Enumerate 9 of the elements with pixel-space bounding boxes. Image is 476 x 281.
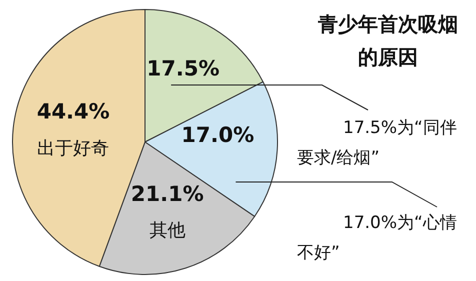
- text: 17.0%为“心情不好”: [297, 212, 458, 265]
- slice-label: 出于好奇: [37, 138, 110, 159]
- data-label: 44.4%: [36, 100, 110, 124]
- data-label: 21.1%: [130, 182, 204, 206]
- data-label: 17.0%: [181, 123, 254, 148]
- slice-label: 其他: [149, 220, 186, 242]
- text: 17.5%为“同伴要求/给烟”: [297, 117, 458, 170]
- text: 青少年首次吸烟的原因: [318, 11, 458, 71]
- data-label: 17.5%: [146, 56, 220, 80]
